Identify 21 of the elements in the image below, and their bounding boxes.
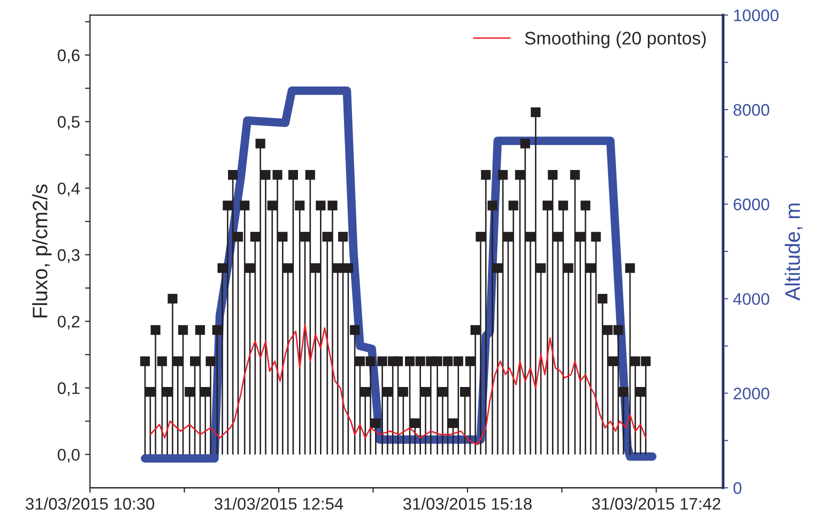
y-tick-label: 0,0: [58, 448, 80, 463]
y2-tick-label: 2000: [734, 388, 770, 400]
line-series: [150, 324, 646, 446]
y-tick-label: 0,1: [58, 382, 80, 396]
x-tick-label: 31/03/2015 12:54: [214, 497, 344, 510]
y-tick-label: 0,3: [58, 249, 80, 263]
y2-tick-label: 6000: [734, 198, 770, 210]
y-tick-label: 0,4: [58, 182, 80, 196]
y2-axis-title: Altitude, m: [784, 204, 802, 301]
y2-tick-label: 10000: [734, 9, 779, 22]
legend-label: Smoothing (20 pontos): [525, 31, 706, 48]
y2-tick-label: 8000: [734, 104, 770, 116]
y-tick-label: 0,2: [58, 316, 80, 330]
y-axis-title: Fluxo, p/cm2/s: [32, 184, 52, 318]
y2-tick-label: 0: [733, 482, 742, 494]
y-tick-label: 0,5: [58, 116, 80, 130]
y-tick-label: 0,6: [58, 49, 80, 64]
x-tick-label: 31/03/2015 15:18: [403, 497, 532, 510]
y2-tick-label: 4000: [733, 293, 770, 305]
x-tick-label: 31/03/2015 17:42: [592, 497, 720, 510]
x-tick-label: 31/03/2015 10:30: [26, 497, 154, 510]
